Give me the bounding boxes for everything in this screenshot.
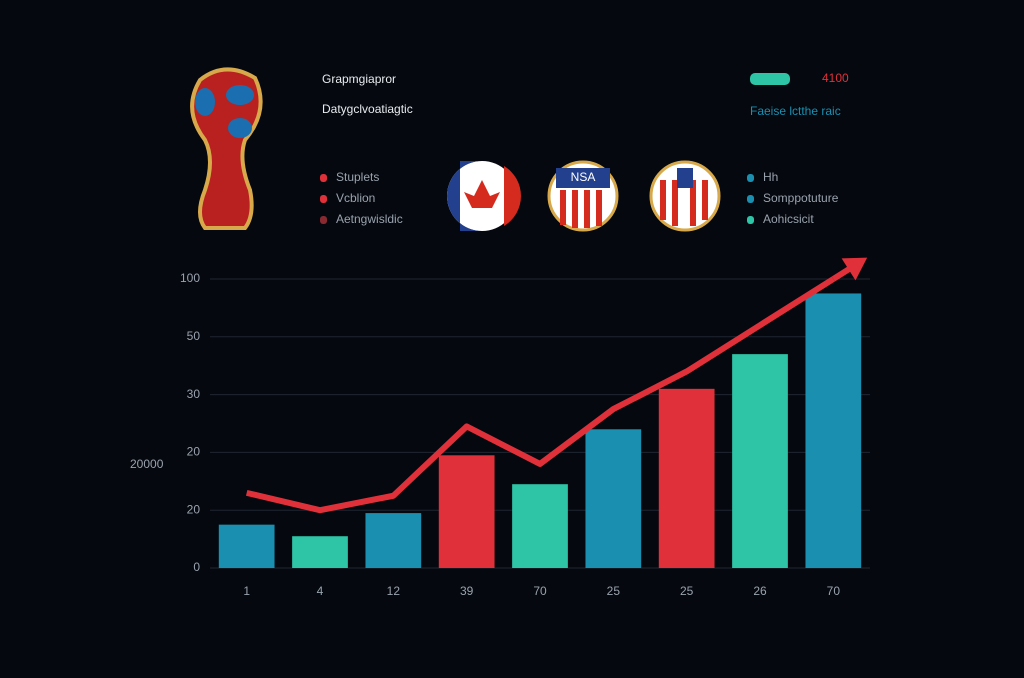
- x-tick-label: 4: [317, 584, 324, 598]
- y-tick-label: 50: [187, 329, 201, 343]
- bar: [732, 354, 788, 568]
- x-tick-label: 39: [460, 584, 474, 598]
- bar: [658, 388, 715, 568]
- title: Grapmgiapror: [322, 72, 396, 86]
- bar: [292, 536, 348, 568]
- y-tick-label: 100: [180, 271, 200, 285]
- headline-caption: Faeise lctthe raic: [750, 104, 841, 118]
- legend-swatch: [747, 216, 754, 224]
- x-tick-label: 70: [827, 584, 841, 598]
- bar: [365, 513, 422, 568]
- headline-value: 4100: [822, 71, 849, 85]
- legend-swatch: [320, 174, 327, 182]
- x-tick-label: 25: [607, 584, 621, 598]
- legend-label: Vcblion: [336, 191, 375, 205]
- legend-label: Aohicsicit: [763, 212, 814, 226]
- x-tick-label: 25: [680, 584, 694, 598]
- flag-text: NSA: [571, 170, 596, 184]
- bar: [512, 484, 568, 568]
- y-axis-label: 20000: [130, 457, 164, 471]
- x-tick-label: 1: [243, 584, 250, 598]
- flag-usa: NSA: [547, 160, 619, 232]
- legend-label: Somppotuture: [763, 191, 839, 205]
- y-tick-label: 20: [187, 502, 201, 516]
- subtitle: Datygclvoatiagtic: [322, 102, 413, 116]
- legend-swatch: [320, 195, 327, 203]
- legend-swatch: [747, 174, 754, 182]
- bar: [438, 455, 495, 568]
- y-tick-label: 20: [187, 445, 201, 459]
- bar: [218, 524, 275, 568]
- trophy-icon: [190, 67, 263, 230]
- x-tick-label: 70: [533, 584, 547, 598]
- y-tick-label: 30: [187, 387, 201, 401]
- legend-label: Stuplets: [336, 170, 379, 184]
- x-tick-label: 12: [387, 584, 401, 598]
- legend-label: Hh: [763, 170, 778, 184]
- legend-label: Aetngwisldic: [336, 212, 403, 226]
- legend-swatch: [320, 216, 327, 224]
- flag-shield: [649, 160, 721, 232]
- headline-swatch: [750, 73, 790, 85]
- trend-line: [245, 276, 835, 514]
- bar: [585, 429, 642, 568]
- flag-canada: [447, 161, 521, 231]
- y-tick-label: 0: [193, 560, 200, 574]
- arrow-head: [841, 257, 868, 281]
- x-tick-label: 26: [753, 584, 767, 598]
- bar: [805, 293, 862, 568]
- legend-swatch: [747, 195, 754, 203]
